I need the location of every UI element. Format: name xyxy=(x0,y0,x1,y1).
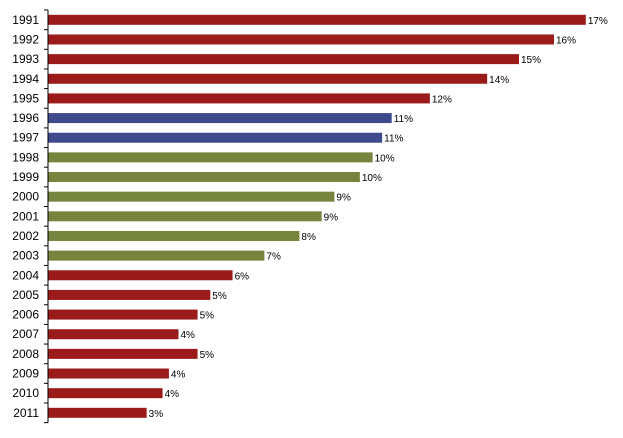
value-label-2010: 4% xyxy=(165,389,180,400)
bars-group xyxy=(48,14,586,418)
value-label-1993: 15% xyxy=(521,55,541,66)
value-label-1992: 16% xyxy=(556,35,576,46)
year-label-2008: 2008 xyxy=(12,347,39,361)
value-label-2008: 5% xyxy=(200,350,215,361)
value-label-2006: 5% xyxy=(200,311,215,322)
bar-2002 xyxy=(48,230,300,241)
bar-2007 xyxy=(48,329,179,340)
year-label-1991: 1991 xyxy=(12,13,39,27)
value-label-1999: 10% xyxy=(362,173,382,184)
value-label-1995: 12% xyxy=(432,94,452,105)
value-label-2000: 9% xyxy=(336,193,351,204)
year-label-2006: 2006 xyxy=(12,308,39,322)
value-label-2003: 7% xyxy=(266,252,281,263)
year-label-2011: 2011 xyxy=(13,406,39,420)
value-label-1994: 14% xyxy=(489,75,509,86)
bar-1991 xyxy=(48,14,586,25)
bar-2005 xyxy=(48,289,211,300)
year-label-2004: 2004 xyxy=(12,268,39,282)
value-label-1996: 11% xyxy=(394,114,413,125)
bar-1997 xyxy=(48,132,383,143)
year-label-2001: 2001 xyxy=(12,209,39,223)
value-label-1991: 17% xyxy=(588,16,608,27)
bar-1993 xyxy=(48,54,519,65)
value-label-1998: 10% xyxy=(375,153,395,164)
bar-1995 xyxy=(48,93,430,104)
year-label-2005: 2005 xyxy=(12,288,39,302)
bar-1996 xyxy=(48,113,392,124)
year-label-1994: 1994 xyxy=(12,72,39,86)
year-label-1997: 1997 xyxy=(12,131,39,145)
bar-2001 xyxy=(48,211,322,222)
bar-1998 xyxy=(48,152,373,163)
year-label-1992: 1992 xyxy=(12,32,39,46)
bar-2003 xyxy=(48,250,265,261)
value-labels-group: 17% 16% 15% 14% 12% 11% 11% 10% 10% 9% 9% 8% 7% 6% 5% 5… xyxy=(149,16,608,420)
year-label-2009: 2009 xyxy=(12,367,39,381)
value-label-2001: 9% xyxy=(324,212,339,223)
year-label-1999: 1999 xyxy=(12,170,39,184)
year-label-1995: 1995 xyxy=(12,91,39,105)
bar-1994 xyxy=(48,73,488,84)
bar-2000 xyxy=(48,191,335,202)
category-axis-ticks xyxy=(44,9,48,424)
value-label-2007: 4% xyxy=(180,330,195,341)
bar-1999 xyxy=(48,172,360,183)
year-label-2000: 2000 xyxy=(12,190,39,204)
bar-2009 xyxy=(48,368,169,379)
value-label-2011: 3% xyxy=(149,409,164,420)
year-label-2010: 2010 xyxy=(12,386,39,400)
year-label-1996: 1996 xyxy=(12,111,39,125)
year-label-1998: 1998 xyxy=(12,150,39,164)
bar-2008 xyxy=(48,348,198,359)
bar-1992 xyxy=(48,34,554,45)
bar-2004 xyxy=(48,270,233,281)
bar-2011 xyxy=(48,407,147,418)
value-label-2009: 4% xyxy=(171,370,186,381)
year-label-2007: 2007 xyxy=(12,327,39,341)
bar-2006 xyxy=(48,309,198,320)
year-label-2003: 2003 xyxy=(12,249,39,263)
value-label-2002: 8% xyxy=(301,232,316,243)
year-label-2002: 2002 xyxy=(12,229,39,243)
value-label-2004: 6% xyxy=(235,271,250,282)
value-label-1997: 11% xyxy=(384,134,403,145)
value-label-2005: 5% xyxy=(212,291,227,302)
year-label-1993: 1993 xyxy=(12,52,39,66)
bar-2010 xyxy=(48,388,163,399)
year-labels-group: 1991 1992 1993 1994 1995 1996 1997 1998 1999 2000… xyxy=(12,13,39,420)
